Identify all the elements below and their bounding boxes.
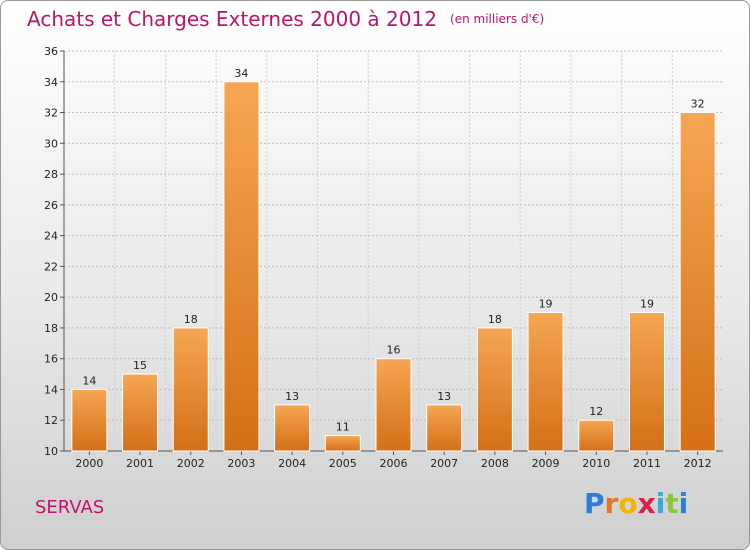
bar-value-label: 19	[539, 298, 553, 311]
y-tick-label: 24	[44, 230, 58, 243]
y-tick-label: 20	[44, 291, 58, 304]
bar	[223, 81, 260, 452]
chart-unit: (en milliers d'€)	[450, 12, 545, 26]
bar	[71, 388, 108, 452]
y-tick-label: 34	[44, 76, 58, 89]
x-tick-label: 2008	[481, 457, 509, 470]
y-tick-label: 18	[44, 322, 58, 335]
y-tick-label: 30	[44, 137, 58, 150]
bar-value-label: 16	[387, 344, 401, 357]
x-tick-label: 2010	[582, 457, 610, 470]
bar	[274, 404, 311, 452]
y-tick-label: 28	[44, 168, 58, 181]
logo-letter: x	[637, 487, 656, 520]
bar	[578, 419, 615, 452]
bar-value-label: 18	[184, 313, 198, 326]
y-tick-label: 16	[44, 353, 58, 366]
x-tick-label: 2006	[380, 457, 408, 470]
bar-value-label: 13	[437, 390, 451, 403]
y-tick-label: 12	[44, 414, 58, 427]
y-tick-label: 10	[44, 445, 58, 458]
bar	[375, 358, 412, 452]
logo-letter: i	[678, 487, 689, 520]
bar-value-label: 34	[234, 67, 248, 80]
bar-value-label: 19	[640, 298, 654, 311]
y-tick-label: 26	[44, 199, 58, 212]
bar-value-label: 32	[691, 98, 705, 111]
y-tick-label: 32	[44, 107, 58, 120]
x-tick-label: 2000	[75, 457, 103, 470]
bar-value-label: 13	[285, 390, 299, 403]
x-tick-label: 2003	[227, 457, 255, 470]
logo-letter: t	[665, 487, 679, 520]
bar	[679, 112, 716, 452]
x-tick-label: 2002	[177, 457, 205, 470]
logo-letter: P	[584, 487, 605, 520]
bar-value-label: 14	[82, 374, 96, 387]
bar	[426, 404, 463, 452]
chart-title-text: Achats et Charges Externes 2000 à 2012	[27, 7, 437, 31]
y-tick-label: 14	[44, 383, 58, 396]
x-tick-label: 2004	[278, 457, 306, 470]
commune-name: SERVAS	[35, 497, 105, 518]
labels: 10 12 14 16 18 20 22 24 26 28 30 32 34 36 14 2000 15 2001…	[44, 45, 712, 470]
bar	[628, 312, 665, 452]
x-tick-label: 2009	[532, 457, 560, 470]
bar-value-label: 15	[133, 359, 147, 372]
logo-letter: r	[604, 487, 619, 520]
bar	[122, 373, 159, 452]
bar-value-label: 11	[336, 421, 350, 434]
y-tick-label: 22	[44, 260, 58, 273]
bar-value-label: 18	[488, 313, 502, 326]
y-tick-label: 36	[44, 45, 58, 58]
logo-letter: o	[618, 487, 638, 520]
x-tick-label: 2012	[684, 457, 712, 470]
bar	[172, 327, 209, 452]
bar	[527, 312, 564, 452]
bars	[71, 81, 716, 452]
bar	[324, 435, 361, 452]
logo-letter: i	[655, 487, 666, 520]
chart-title: Achats et Charges Externes 2000 à 2012 (…	[27, 7, 544, 31]
x-tick-label: 2007	[430, 457, 458, 470]
x-tick-label: 2005	[329, 457, 357, 470]
x-tick-label: 2001	[126, 457, 154, 470]
x-tick-label: 2011	[633, 457, 661, 470]
bar-value-label: 12	[589, 405, 603, 418]
proxiti-logo: Proxiti	[584, 487, 688, 520]
bar	[476, 327, 513, 452]
